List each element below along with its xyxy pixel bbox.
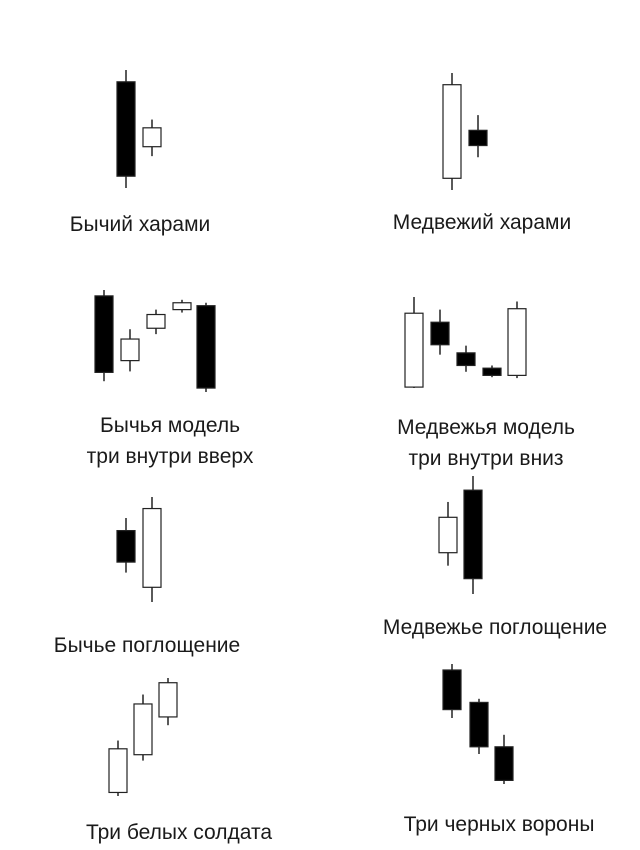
bullish-candle [142,119,162,157]
candle-body [430,321,450,346]
candle-body [108,748,128,794]
candle-body [438,516,458,554]
candle-body [142,127,162,148]
bearish-candle [116,518,136,573]
bearish-candle [430,309,450,355]
caption-line: Бычья модель [99,414,241,437]
candle-body [482,367,502,376]
bullish-candle [108,740,128,796]
candle-body [494,746,514,781]
bullish-three-inside-up-pattern [94,290,216,392]
bullish-candle [404,297,424,388]
caption-line: Бычье поглощение [53,634,241,657]
candle-body [133,703,153,756]
candle-body [146,313,166,329]
candle-body [456,352,476,367]
candle-body [404,312,424,388]
three-white-soldiers-pattern [108,678,178,796]
candle-body [196,305,216,389]
candle-body [94,295,114,373]
candle-body [442,669,462,711]
bearish-candle [468,115,488,158]
bullish-engulfing-caption: Бычье поглощение [54,630,240,661]
bearish-harami-caption: Медвежий харами [393,207,571,238]
three-white-soldiers-caption: Три белых солдата [86,817,272,848]
bullish-three-inside-up-caption: Бычья модель три внутри вверх [87,410,254,472]
caption-line: Медвежий харами [392,211,572,234]
candle-body [463,489,483,580]
caption-line: Три белых солдата [85,821,273,844]
bearish-candle [469,698,489,754]
bearish-three-inside-down-pattern [404,297,527,388]
bearish-engulfing-pattern [438,476,483,594]
candle-body [507,308,527,376]
candle-body [172,302,192,311]
bullish-harami-caption: Бычий харами [70,209,211,240]
three-black-crows-caption: Три черных вороны [404,809,595,840]
bearish-candle [482,365,502,378]
bearish-harami-pattern [442,73,488,190]
bearish-candle [94,290,114,382]
bullish-candle [507,301,527,379]
bearish-candle [494,734,514,784]
candle-body [142,507,162,588]
bullish-candle [158,678,178,726]
bearish-candle [463,476,483,594]
bearish-three-inside-down-caption: Медвежья модель три внутри вниз [397,412,575,474]
candle-body [116,81,136,177]
caption-line: Три черных вороны [403,813,595,836]
candle-body [468,129,488,147]
three-black-crows-pattern [442,664,514,784]
caption-line: Бычий харами [69,213,211,236]
bullish-harami-pattern [116,70,162,188]
bearish-engulfing-caption: Медвежье поглощение [383,612,607,643]
bullish-candle [142,497,162,602]
bearish-candle [456,345,476,372]
bullish-candle [133,694,153,761]
candle-body [469,701,489,748]
bullish-candle [442,73,462,190]
candle-body [120,338,140,362]
candle-body [158,682,178,718]
caption-line: Медвежье поглощение [382,616,608,639]
candle-body [116,529,136,563]
bullish-engulfing-pattern [116,497,162,602]
candle-body [442,84,462,179]
bearish-candle [116,70,136,188]
bullish-candle [438,501,458,566]
caption-line: Медвежья модель [397,416,575,439]
bearish-candle [442,664,462,718]
caption-line: три внутри вниз [408,447,564,470]
bullish-candle [172,299,192,313]
bullish-candle [146,309,166,335]
caption-line: три внутри вверх [86,445,254,468]
bullish-candle [120,329,140,372]
bearish-candle [196,302,216,392]
